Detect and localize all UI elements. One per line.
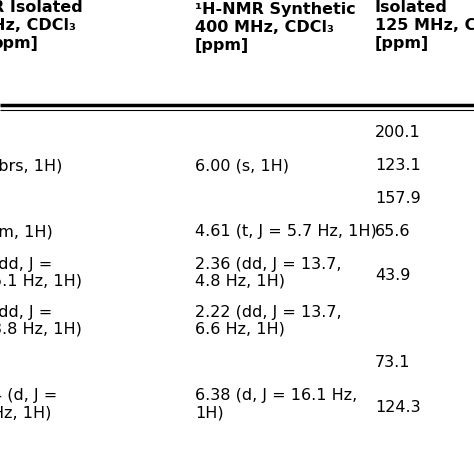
Text: 3.8 Hz, 1H): 3.8 Hz, 1H) — [0, 322, 82, 337]
Text: 2.36 (dd, J = 13.7,: 2.36 (dd, J = 13.7, — [195, 257, 341, 272]
Text: 400 MHz, CDCl₃: 400 MHz, CDCl₃ — [195, 20, 334, 35]
Text: 6.38 (d, J = 16.1 Hz,: 6.38 (d, J = 16.1 Hz, — [195, 388, 357, 403]
Text: 5.1 Hz, 1H): 5.1 Hz, 1H) — [0, 274, 82, 289]
Text: 4.61 (t, J = 5.7 Hz, 1H): 4.61 (t, J = 5.7 Hz, 1H) — [195, 224, 377, 239]
Text: 6.6 Hz, 1H): 6.6 Hz, 1H) — [195, 322, 285, 337]
Text: 2.22 (dd, J = 13.7,: 2.22 (dd, J = 13.7, — [195, 305, 342, 320]
Text: Hz, 1H): Hz, 1H) — [0, 405, 51, 420]
Text: [ppm]: [ppm] — [195, 38, 249, 53]
Text: 123.1: 123.1 — [375, 158, 421, 173]
Text: 6.00 (s, 1H): 6.00 (s, 1H) — [195, 158, 289, 173]
Text: 200.1: 200.1 — [375, 125, 421, 140]
Text: (dd, J =: (dd, J = — [0, 305, 52, 320]
Text: 65.6: 65.6 — [375, 224, 410, 239]
Text: ppm]: ppm] — [0, 36, 39, 51]
Text: 4.8 Hz, 1H): 4.8 Hz, 1H) — [195, 274, 285, 289]
Text: [ppm]: [ppm] — [375, 36, 429, 51]
Text: ¹H-NMR Synthetic: ¹H-NMR Synthetic — [195, 2, 356, 17]
Text: Isolated: Isolated — [375, 0, 448, 15]
Text: 124.3: 124.3 — [375, 400, 420, 415]
Text: 43.9: 43.9 — [375, 268, 410, 283]
Text: R Isolated: R Isolated — [0, 0, 83, 15]
Text: 4 (d, J =: 4 (d, J = — [0, 388, 57, 403]
Text: (brs, 1H): (brs, 1H) — [0, 158, 63, 173]
Text: 157.9: 157.9 — [375, 191, 421, 206]
Text: 1H): 1H) — [195, 405, 224, 420]
Text: Hz, CDCl₃: Hz, CDCl₃ — [0, 18, 76, 33]
Text: 73.1: 73.1 — [375, 355, 410, 370]
Text: (m, 1H): (m, 1H) — [0, 224, 53, 239]
Text: (dd, J =: (dd, J = — [0, 257, 52, 272]
Text: 125 MHz, CDCl₃: 125 MHz, CDCl₃ — [375, 18, 474, 33]
